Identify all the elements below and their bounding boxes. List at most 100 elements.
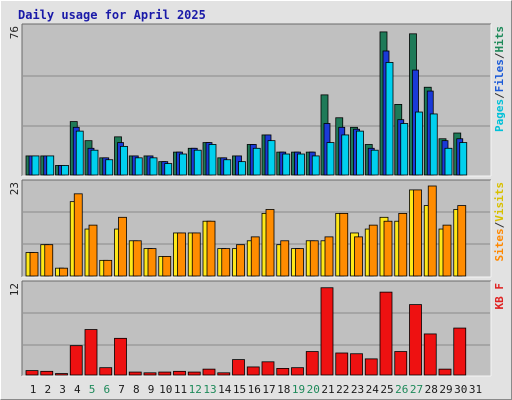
bar-top-pages-day-11 <box>179 153 187 176</box>
bar-middle-sites-day-30 <box>457 205 467 277</box>
bar-top-pages-day-7 <box>120 145 128 176</box>
bar-middle-sites-day-2 <box>44 244 54 277</box>
panel-top-legend-1: / <box>493 92 506 99</box>
bar-middle-sites-day-27 <box>413 189 422 277</box>
bar-middle-sites-day-22 <box>339 212 349 277</box>
bar-top-pages-day-28 <box>429 113 438 176</box>
bar-top-pages-day-5 <box>90 149 99 176</box>
chart-title: Daily usage for April 2025 <box>18 8 206 22</box>
panel-middle-legend-1: / <box>493 221 506 228</box>
x-tick-day-22: 22 <box>336 383 349 396</box>
bar-bottom-kb-f-day-15 <box>232 359 245 376</box>
bar-middle-sites-day-20 <box>309 240 319 277</box>
bar-middle-sites-day-7 <box>118 216 127 277</box>
bar-bottom-kb-f-day-20 <box>305 351 319 376</box>
panel-top-legend: Pages/Files/Hits <box>493 26 506 132</box>
bar-top-pages-day-27 <box>415 111 423 176</box>
x-tick-day-21: 21 <box>321 383 334 396</box>
bar-top-pages-day-13 <box>208 144 217 176</box>
bar-middle-sites-day-21 <box>324 236 334 277</box>
bar-bottom-kb-f-day-29 <box>438 368 452 376</box>
x-tick-day-12: 12 <box>189 383 202 396</box>
bar-middle-sites-day-5 <box>88 224 98 277</box>
panel-bottom-legend-0: KB F <box>493 283 506 310</box>
bar-middle-sites-day-1 <box>29 252 39 277</box>
bar-top-pages-day-24 <box>370 149 379 176</box>
bar-bottom-kb-f-day-6 <box>99 367 113 376</box>
x-tick-day-29: 29 <box>439 383 452 396</box>
bar-middle-sites-day-14 <box>221 248 231 277</box>
bar-middle-sites-day-3 <box>59 267 68 277</box>
bar-bottom-kb-f-day-7 <box>114 337 127 376</box>
bar-bottom-kb-f-day-19 <box>291 367 304 376</box>
x-tick-day-11: 11 <box>174 383 187 396</box>
x-tick-day-31: 31 <box>469 383 482 396</box>
bar-bottom-kb-f-day-18 <box>276 367 290 376</box>
x-tick-day-24: 24 <box>366 383 380 396</box>
bar-bottom-kb-f-day-8 <box>128 371 142 376</box>
bar-bottom-kb-f-day-14 <box>217 372 231 376</box>
bar-bottom-kb-f-day-4 <box>69 345 83 376</box>
panel-top-legend-0: Pages <box>493 99 506 132</box>
panel-middle-ymax-label: 23 <box>8 182 21 195</box>
bar-bottom-kb-f-day-25 <box>379 291 393 376</box>
bar-middle-sites-day-19 <box>295 248 304 277</box>
bar-bottom-kb-f-day-17 <box>261 361 275 376</box>
bar-bottom-kb-f-day-3 <box>55 373 68 376</box>
bar-top-pages-day-26 <box>400 123 409 176</box>
bar-top-pages-day-20 <box>311 155 320 176</box>
bar-bottom-kb-f-day-5 <box>84 329 98 376</box>
bar-bottom-kb-f-day-13 <box>202 368 216 376</box>
panel-top-legend-3: / <box>493 52 506 59</box>
bar-middle-sites-day-12 <box>191 232 201 277</box>
x-tick-day-19: 19 <box>292 383 305 396</box>
bar-top-pages-day-9 <box>149 157 158 176</box>
x-tick-day-8: 8 <box>133 383 140 396</box>
x-tick-day-7: 7 <box>118 383 125 396</box>
bar-bottom-kb-f-day-2 <box>40 370 54 376</box>
bar-top-pages-day-16 <box>252 147 261 176</box>
bar-bottom-kb-f-day-22 <box>335 352 349 376</box>
x-tick-day-28: 28 <box>425 383 438 396</box>
panel-bottom-ymax-label: 12 <box>8 283 21 296</box>
x-tick-day-10: 10 <box>159 383 172 396</box>
bar-bottom-kb-f-day-24 <box>364 358 378 376</box>
x-tick-day-3: 3 <box>59 383 66 396</box>
bar-middle-sites-day-6 <box>103 259 113 277</box>
x-tick-day-1: 1 <box>30 383 37 396</box>
bar-top-pages-day-15 <box>238 161 246 176</box>
bar-top-pages-day-30 <box>459 142 468 176</box>
bar-top-pages-day-1 <box>31 155 40 176</box>
bar-middle-sites-day-28 <box>427 185 437 277</box>
bar-middle-sites-day-18 <box>280 240 290 277</box>
panel-bottom-legend: KB F <box>493 283 506 310</box>
x-tick-day-16: 16 <box>248 383 261 396</box>
bar-top-pages-day-23 <box>356 130 364 176</box>
panel-top-ymax-label: 76 <box>8 26 21 39</box>
panel-middle-legend-2: Visits <box>493 182 506 222</box>
bar-top-pages-day-8 <box>134 157 143 176</box>
bar-middle-sites-day-9 <box>147 248 157 277</box>
x-tick-day-15: 15 <box>233 383 246 396</box>
x-tick-day-18: 18 <box>277 383 290 396</box>
bar-bottom-kb-f-day-10 <box>158 371 172 376</box>
bar-bottom-kb-f-day-27 <box>409 304 422 376</box>
bar-middle-sites-day-23 <box>354 236 363 277</box>
bar-bottom-kb-f-day-1 <box>25 370 39 376</box>
bar-bottom-kb-f-day-11 <box>173 370 186 376</box>
x-tick-day-6: 6 <box>103 383 110 396</box>
bar-bottom-kb-f-day-28 <box>423 333 437 376</box>
x-tick-day-25: 25 <box>380 383 393 396</box>
bar-top-pages-day-18 <box>282 153 291 176</box>
bar-middle-sites-day-26 <box>398 212 408 277</box>
bar-top-pages-day-14 <box>223 159 232 176</box>
panel-middle-legend-0: Sites <box>493 228 506 261</box>
panel-top-legend-4: Hits <box>493 26 506 53</box>
bar-middle-sites-day-29 <box>442 224 452 277</box>
bar-middle-sites-day-10 <box>162 256 172 277</box>
x-tick-day-14: 14 <box>218 383 232 396</box>
bar-middle-sites-day-17 <box>265 209 275 277</box>
x-tick-day-5: 5 <box>89 383 96 396</box>
x-tick-day-30: 30 <box>454 383 467 396</box>
bar-top-pages-day-22 <box>341 134 350 176</box>
